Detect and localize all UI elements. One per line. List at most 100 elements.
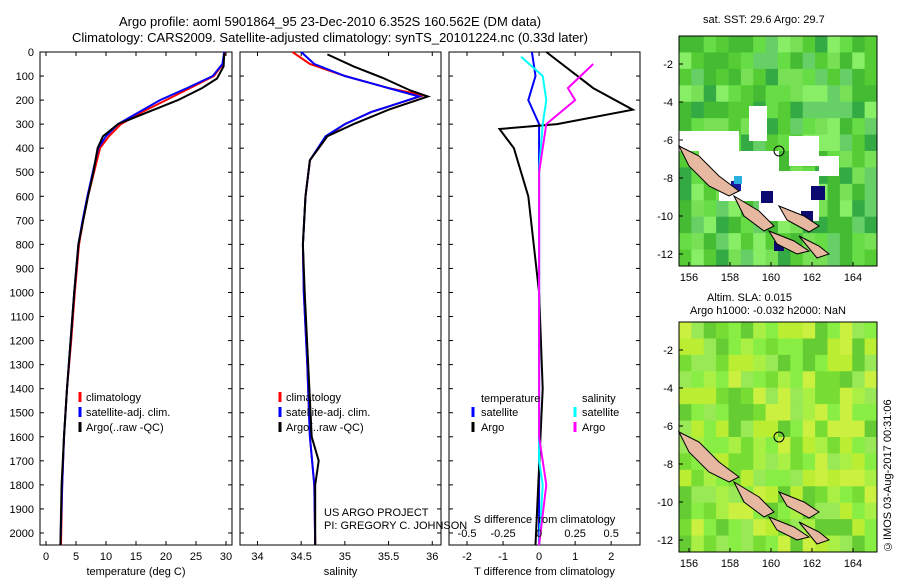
sst-cell <box>815 68 828 86</box>
sst-cell <box>703 36 717 53</box>
sla-cell <box>728 371 742 389</box>
sst-land <box>777 205 820 233</box>
legend-title: salinity <box>582 393 616 405</box>
sst-cell <box>839 85 853 103</box>
sst-y-tick-label: -10 <box>657 211 673 223</box>
sst-cell <box>864 118 878 136</box>
sla-cell <box>703 420 717 438</box>
sla-cell <box>728 437 742 454</box>
sla-x-tick-label: 164 <box>844 558 862 570</box>
sla-cell <box>765 535 779 553</box>
sla-cell <box>703 519 717 537</box>
sst-cell <box>703 101 717 119</box>
x-tick-label-s: 0.5 <box>604 528 619 540</box>
sst-cell <box>740 249 754 267</box>
sla-cell <box>703 404 717 422</box>
sla-y-tick-label: -12 <box>657 535 673 547</box>
sla-cell <box>753 371 767 389</box>
y-tick-label: 1800 <box>10 480 34 492</box>
sst-cell <box>815 101 828 119</box>
sst-cell-dark <box>734 176 742 184</box>
sla-cell <box>691 486 705 504</box>
sla-cell <box>778 453 791 471</box>
sst-cell <box>679 249 692 267</box>
sst-cell <box>716 85 729 103</box>
sla-cell <box>852 453 866 471</box>
sst-cell <box>802 52 816 70</box>
sla-cell <box>852 469 866 487</box>
sst-cell <box>691 52 705 70</box>
sla-cell <box>728 387 742 405</box>
chart-title-line1: Argo profile: aoml 5901864_95 23-Dec-201… <box>118 14 542 29</box>
sst-cell <box>852 101 866 119</box>
sst-cell <box>839 52 853 70</box>
sla-cell <box>703 486 717 504</box>
sst-cell <box>815 36 828 53</box>
sla-cell <box>864 469 878 487</box>
sst-cell <box>716 249 729 267</box>
sla-cell <box>864 437 878 454</box>
sst-cell <box>703 68 717 86</box>
sst-cell <box>716 101 729 119</box>
sla-cell <box>839 420 853 438</box>
sst-cell <box>839 200 853 218</box>
sla-cell <box>864 387 878 405</box>
sla-cell <box>802 404 816 422</box>
sla-cell <box>864 453 878 471</box>
sla-cell <box>827 404 841 422</box>
sst-cell <box>827 85 841 103</box>
x-tick-label: 34.5 <box>290 551 311 563</box>
sst-cell <box>679 118 692 136</box>
sst-cell <box>864 200 878 218</box>
sla-cell <box>827 453 841 471</box>
sla-cell <box>765 404 779 422</box>
sst-land <box>732 194 775 232</box>
legend-label: Argo <box>582 422 605 434</box>
sla-cell <box>827 322 841 339</box>
legend-label: satellite-adj. clim. <box>286 407 370 419</box>
sst-cell <box>852 167 866 185</box>
sst-cell <box>740 36 754 53</box>
sla-cell <box>753 535 767 553</box>
sla-cell <box>679 502 692 520</box>
sla-cell <box>827 502 841 520</box>
sst-cell <box>827 183 841 201</box>
sst-cell <box>802 101 816 119</box>
sst-cell <box>852 233 866 251</box>
series-line-0-1 <box>59 51 226 546</box>
sst-cell <box>778 52 791 70</box>
sst-cell <box>740 233 754 251</box>
sst-cell <box>852 249 866 267</box>
sla-cell <box>790 535 804 553</box>
sla-cell <box>827 354 841 372</box>
sst-cell <box>753 85 767 103</box>
x-tick-label: 10 <box>100 551 112 563</box>
legend-label: satellite-adj. clim. <box>86 407 170 419</box>
sst-cell <box>728 52 742 70</box>
sst-mask <box>789 136 819 166</box>
sst-cell <box>765 249 779 267</box>
sla-cell <box>790 469 804 487</box>
y-tick-label: 800 <box>16 239 34 251</box>
sst-cell <box>691 68 705 86</box>
sst-cell <box>815 85 828 103</box>
sla-cell <box>827 535 841 553</box>
sst-cell <box>679 68 692 86</box>
sst-cell <box>827 233 841 251</box>
sla-cell <box>802 322 816 339</box>
sla-cell <box>839 453 853 471</box>
series-line-2-2 <box>520 56 548 546</box>
sla-cell <box>802 387 816 405</box>
sla-cell <box>691 519 705 537</box>
sst-cell <box>839 249 853 267</box>
sla-cell <box>740 535 754 553</box>
sst-cell <box>778 101 791 119</box>
sla-cell <box>716 437 729 454</box>
x-tick-label-s: 0.25 <box>564 528 585 540</box>
y-tick-label: 300 <box>16 119 34 131</box>
sla-cell <box>691 322 705 339</box>
sla-cell <box>815 453 828 471</box>
sst-cell <box>765 52 779 70</box>
sla-cell <box>728 502 742 520</box>
sst-cell <box>703 233 717 251</box>
